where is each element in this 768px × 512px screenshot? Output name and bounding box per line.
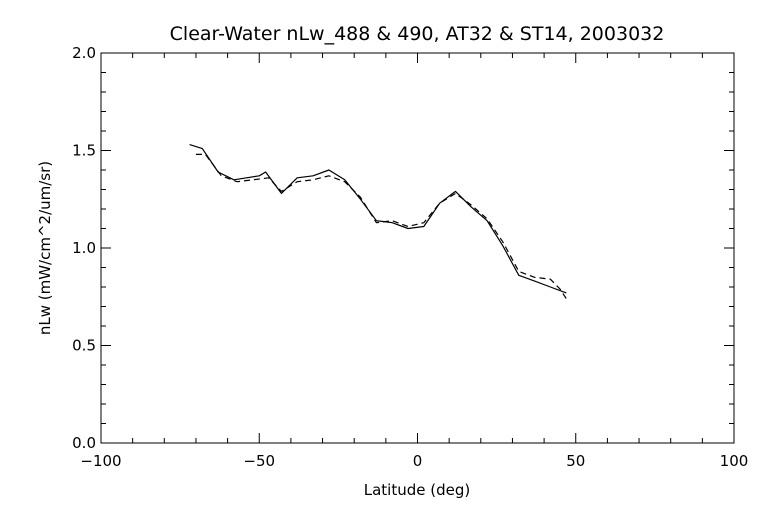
series-layer <box>189 144 567 300</box>
x-tick-label: 50 <box>566 452 585 470</box>
series-line-dashed <box>195 153 567 300</box>
minor-tick-marks <box>101 53 734 443</box>
y-tick-label: 1.0 <box>72 239 96 257</box>
x-tick-labels: −100 −50 0 50 100 <box>80 452 748 470</box>
x-tick-label: 0 <box>413 452 423 470</box>
y-tick-label: 0.5 <box>72 337 96 355</box>
chart-title: Clear-Water nLw_488 & 490, AT32 & ST14, … <box>170 23 665 45</box>
y-tick-labels: 0.0 0.5 1.0 1.5 2.0 <box>72 44 96 452</box>
plot-frame <box>100 52 735 444</box>
x-axis-label: Latitude (deg) <box>364 481 470 499</box>
y-tick-label: 0.0 <box>72 434 96 452</box>
series-line-solid <box>189 144 567 294</box>
x-tick-label: −50 <box>243 452 275 470</box>
y-axis-label: nLw (mW/cm^2/um/sr) <box>36 161 54 335</box>
y-tick-label: 1.5 <box>72 142 96 160</box>
y-tick-label: 2.0 <box>72 44 96 62</box>
major-tick-marks <box>100 52 735 444</box>
x-tick-label: −100 <box>80 452 121 470</box>
x-tick-label: 100 <box>720 452 749 470</box>
